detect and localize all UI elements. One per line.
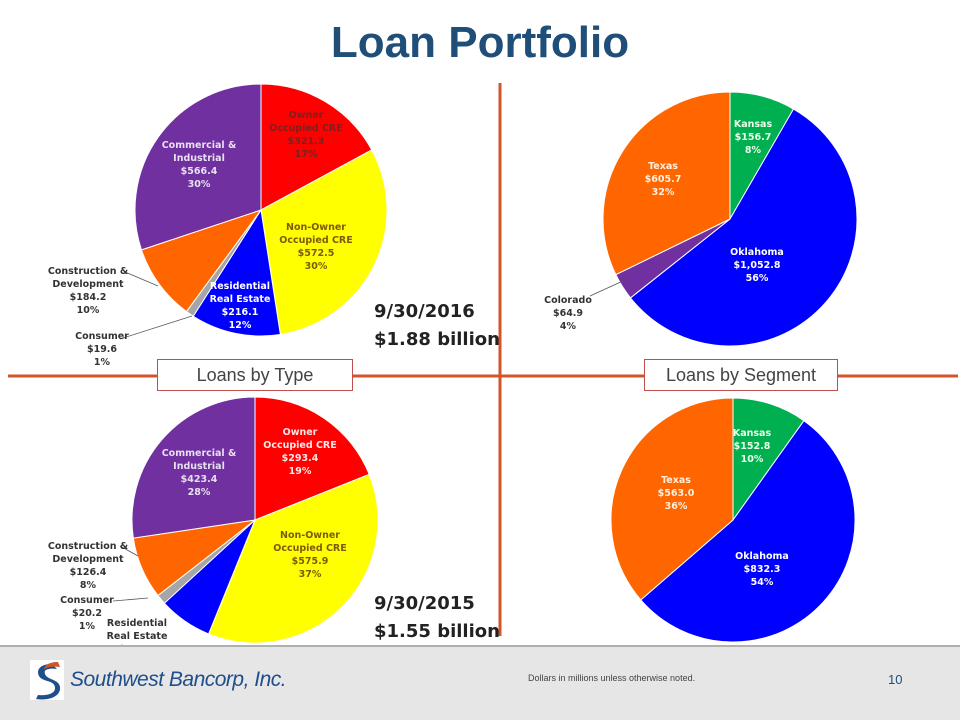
- pie-slice-loans-by-type-9-30-2016-construction-development: [140, 209, 263, 313]
- slice-label-loans-by-type-9-30-2016-construction-development: Construction & Development $184.2 10%: [48, 266, 128, 316]
- page-number: 10: [888, 672, 903, 687]
- slice-label-loans-by-segment-9-30-2016-texas: Texas $605.7 32%: [645, 161, 682, 198]
- date-block-2015: 9/30/2015 $1.55 billion: [374, 590, 500, 646]
- pie-slice-loans-by-type-9-30-2015-non-owner-occupied-cre: [207, 473, 379, 644]
- slice-label-loans-by-type-9-30-2015-non-owner-occupied-cre: Non-Owner Occupied CRE $575.9 37%: [273, 530, 347, 580]
- footer-divider: [0, 645, 960, 647]
- pie-slice-loans-by-segment-9-30-2016-oklahoma: [629, 108, 858, 347]
- slice-label-loans-by-segment-9-30-2016-kansas: Kansas $156.7 8%: [734, 119, 773, 156]
- company-logo-text: Southwest Bancorp, Inc.: [70, 668, 287, 691]
- total-2015: $1.55 billion: [374, 621, 500, 642]
- pie-slice-loans-by-type-9-30-2015-owner-occupied-cre: [254, 396, 370, 521]
- slice-label-loans-by-type-9-30-2016-commercial-industrial: Commercial & Industrial $566.4 30%: [162, 140, 237, 190]
- slice-label-loans-by-type-9-30-2016-non-owner-occupied-cre: Non-Owner Occupied CRE $572.5 30%: [279, 222, 353, 272]
- leader-line-loans-by-type-9-30-2016-consumer: [119, 315, 193, 340]
- pie-slice-loans-by-type-9-30-2016-non-owner-occupied-cre: [260, 149, 388, 336]
- slice-label-loans-by-type-9-30-2015-commercial-industrial: Commercial & Industrial $423.4 28%: [162, 448, 237, 498]
- date-2016: 9/30/2016: [374, 301, 475, 322]
- total-2016: $1.88 billion: [374, 329, 500, 350]
- slice-label-loans-by-segment-9-30-2015-kansas: Kansas $152.8 10%: [733, 428, 772, 465]
- page-title: Loan Portfolio: [330, 18, 630, 67]
- section-label-loans-by-type: Loans by Type: [157, 359, 353, 391]
- leader-line-loans-by-type-9-30-2015-consumer: [112, 597, 149, 602]
- pie-slice-loans-by-segment-9-30-2015-oklahoma: [640, 420, 856, 643]
- slice-label-loans-by-segment-9-30-2015-texas: Texas $563.0 36%: [658, 475, 695, 512]
- logo-icon: [30, 660, 64, 700]
- slice-label-loans-by-type-9-30-2016-residential-real-estate: Residential Real Estate $216.1 12%: [210, 281, 271, 331]
- footer-bar: [0, 645, 960, 720]
- slice-label-loans-by-type-9-30-2015-construction-development: Construction & Development $126.4 8%: [48, 541, 128, 591]
- slice-label-loans-by-segment-9-30-2016-oklahoma: Oklahoma $1,052.8 56%: [730, 247, 784, 284]
- slice-label-loans-by-type-9-30-2016-consumer: Consumer $19.6 1%: [75, 331, 129, 368]
- slice-label-loans-by-segment-9-30-2016-colorado: Colorado $64.9 4%: [544, 295, 592, 332]
- pie-slice-loans-by-type-9-30-2016-commercial-industrial: [134, 83, 262, 251]
- section-label-loans-by-segment: Loans by Segment: [644, 359, 838, 391]
- pie-slice-loans-by-segment-9-30-2016-texas: [602, 91, 731, 276]
- footnote: Dollars in millions unless otherwise not…: [528, 673, 696, 683]
- pie-slice-loans-by-type-9-30-2015-commercial-industrial: [131, 396, 256, 539]
- date-2015: 9/30/2015: [374, 593, 475, 614]
- leader-line-loans-by-type-9-30-2016-construction-development: [124, 271, 159, 287]
- pie-slice-loans-by-type-9-30-2016-owner-occupied-cre: [260, 83, 373, 211]
- pie-slice-loans-by-segment-9-30-2015-texas: [610, 397, 734, 601]
- leader-line-loans-by-segment-9-30-2016-colorado: [589, 279, 626, 297]
- slice-label-loans-by-segment-9-30-2015-oklahoma: Oklahoma $832.3 54%: [735, 551, 789, 588]
- pie-slice-loans-by-segment-9-30-2015-kansas: [732, 397, 805, 522]
- date-block-2016: 9/30/2016 $1.88 billion: [374, 298, 500, 354]
- leader-line-loans-by-type-9-30-2015-construction-development: [119, 545, 139, 557]
- pie-slice-loans-by-type-9-30-2016-residential-real-estate: [192, 208, 281, 337]
- slice-label-loans-by-type-9-30-2015-consumer: Consumer $20.2 1%: [60, 595, 114, 632]
- slice-label-loans-by-type-9-30-2016-owner-occupied-cre: Owner Occupied CRE $321.3 17%: [269, 110, 343, 160]
- slice-label-loans-by-type-9-30-2015-owner-occupied-cre: Owner Occupied CRE $293.4 19%: [263, 427, 337, 477]
